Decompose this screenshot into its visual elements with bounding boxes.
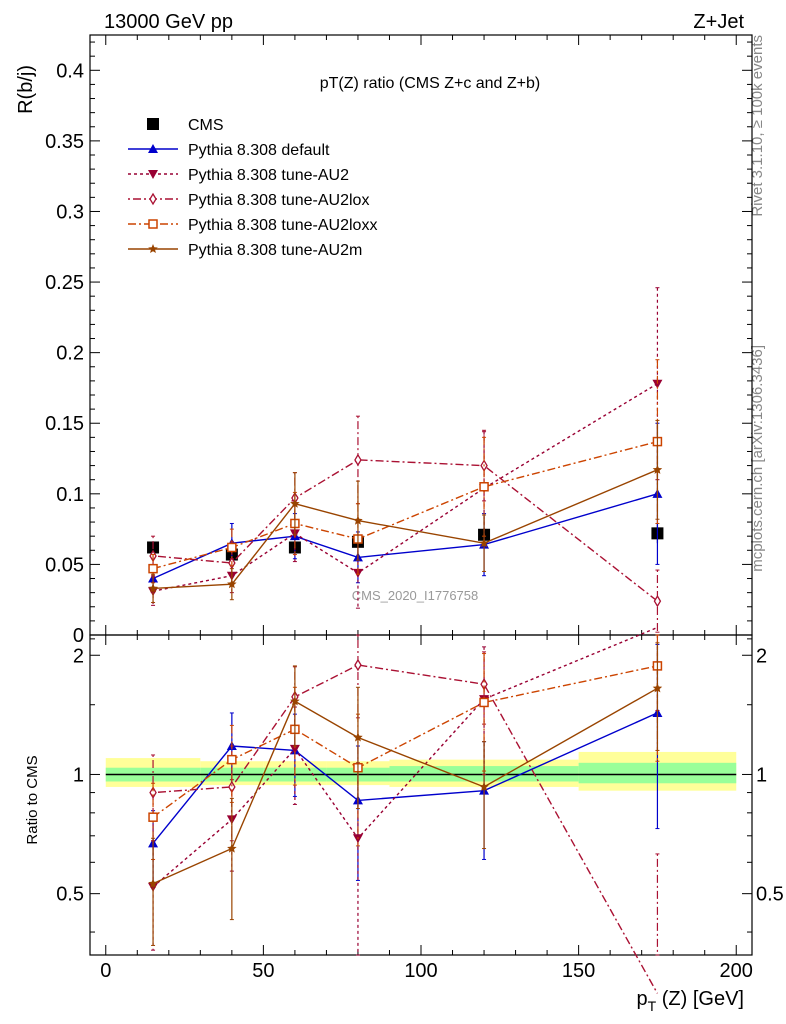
star-marker (227, 579, 237, 589)
star-marker (479, 538, 489, 548)
star-marker (290, 498, 300, 508)
main-series-line-pythia-8-308-tune-au2m (152, 469, 658, 590)
legend-label-pythia-8-308-tune-au2: Pythia 8.308 tune-AU2 (188, 167, 349, 184)
star-marker (148, 878, 158, 888)
legend-label-pythia-8-308-tune-au2lox: Pythia 8.308 tune-AU2lox (188, 192, 369, 209)
open-square-marker (148, 812, 158, 822)
ratio-y-tick-label: 2 (73, 645, 84, 667)
rivet-side-label: Rivet 3.1.10, ≥ 100k events (749, 35, 766, 217)
star-marker (353, 732, 363, 742)
ratio-series-line-pythia-8-308-tune-au2m (152, 687, 658, 885)
x-axis-label-sub: T (648, 998, 657, 1014)
x-axis-label-p: p (637, 988, 648, 1010)
open-square-marker (479, 697, 489, 708)
chart-title: pT(Z) ratio (CMS Z+c and Z+b) (320, 75, 541, 92)
diamond-marker (653, 594, 662, 608)
main-y-tick-label: 0.3 (56, 201, 84, 223)
open-square-marker (227, 754, 237, 765)
star-marker (353, 515, 363, 525)
star-marker (652, 683, 663, 693)
x-tick-label: 150 (562, 960, 595, 982)
triangle-down-marker (652, 379, 663, 389)
star-marker (290, 696, 300, 706)
triangle-up-marker (148, 144, 158, 153)
ratio-y-tick-label-right: 1 (756, 764, 767, 786)
main-y-tick-label: 0.4 (56, 60, 84, 82)
open-square-marker (479, 482, 489, 492)
open-square-marker (227, 542, 237, 553)
legend-label-pythia-8-308-tune-au2m: Pythia 8.308 tune-AU2m (188, 242, 362, 259)
main-panel: 0 0.05 0.1 0.15 0.2 0.25 0.3 0.35 0.4 (45, 34, 753, 647)
main-series-line-pythia-8-308-tune-au2 (152, 383, 658, 592)
x-tick-label: 50 (252, 960, 274, 982)
main-series-line-pythia-8-308-tune-au2loxx (152, 440, 658, 570)
x-tick-label: 100 (404, 960, 437, 982)
main-y-tick-label: 0.05 (45, 554, 84, 576)
diamond-marker (149, 786, 157, 799)
triangle-down-marker (289, 744, 300, 754)
star-marker (652, 464, 663, 474)
triangle-down-marker (148, 170, 158, 179)
diamond-marker (149, 192, 157, 206)
x-tick-label: 0 (100, 960, 111, 982)
main-y-tick-label: 0.1 (56, 484, 84, 506)
mcplots-side-label: mcplots.cern.ch [arXiv:1306.3436] (749, 345, 766, 572)
ratio-y-tick-label: 0.5 (56, 884, 84, 906)
ratio-series-line-pythia-8-308-tune-au2loxx (152, 665, 658, 818)
open-square-marker (148, 563, 158, 574)
legend-label-cms: CMS (188, 117, 224, 134)
diamond-marker (354, 453, 362, 467)
ratio-y-tick-label-right: 2 (756, 645, 767, 667)
diamond-marker (354, 658, 362, 672)
main-series-line-pythia-8-308-tune-au2lox (152, 459, 658, 602)
x-axis-label-rest: (Z) [GeV] (656, 988, 744, 1010)
open-square-marker (148, 219, 158, 229)
x-tick-label: 200 (720, 960, 753, 982)
star-marker (479, 781, 489, 791)
ratio-series-line-pythia-8-308-tune-au2 (152, 626, 658, 888)
header-right: Z+Jet (693, 11, 744, 33)
watermark: CMS_2020_I1776758 (352, 588, 479, 603)
ratio-series-line-pythia-8-308-tune-au2lox (152, 664, 659, 994)
main-series-line-pythia-8-308-default (152, 493, 658, 580)
ratio-y-tick-label-right: 0.5 (756, 884, 784, 906)
main-y-tick-label: 0.35 (45, 131, 84, 153)
main-y-tick-label: 0.15 (45, 413, 84, 435)
main-y-tick-label: 0.2 (56, 343, 84, 365)
star-marker (227, 843, 237, 853)
main-y-tick-label: 0.25 (45, 272, 84, 294)
x-axis-label: pT (Z) [GeV] (637, 988, 744, 1014)
legend: CMS Pythia 8.308 default Pythia 8.308 tune… (128, 117, 377, 259)
star-marker (148, 583, 158, 593)
header-left: 13000 GeV pp (104, 11, 233, 33)
ratio-panel: 0 50 100 150 200 0.5 0.5 1 1 2 2 (56, 626, 784, 994)
legend-label-pythia-8-308-tune-au2loxx: Pythia 8.308 tune-AU2loxx (188, 217, 377, 234)
ratio-y-axis-label: Ratio to CMS (24, 755, 41, 844)
main-y-axis-label: R(b/j) (15, 65, 37, 114)
main-y-tick-label: 0 (73, 625, 84, 647)
ratio-series-line-pythia-8-308-default (152, 712, 658, 844)
star-marker (148, 244, 158, 253)
ratio-y-tick-label: 1 (73, 764, 84, 786)
legend-label-pythia-8-308-default: Pythia 8.308 default (188, 142, 330, 159)
square-marker (147, 118, 159, 130)
